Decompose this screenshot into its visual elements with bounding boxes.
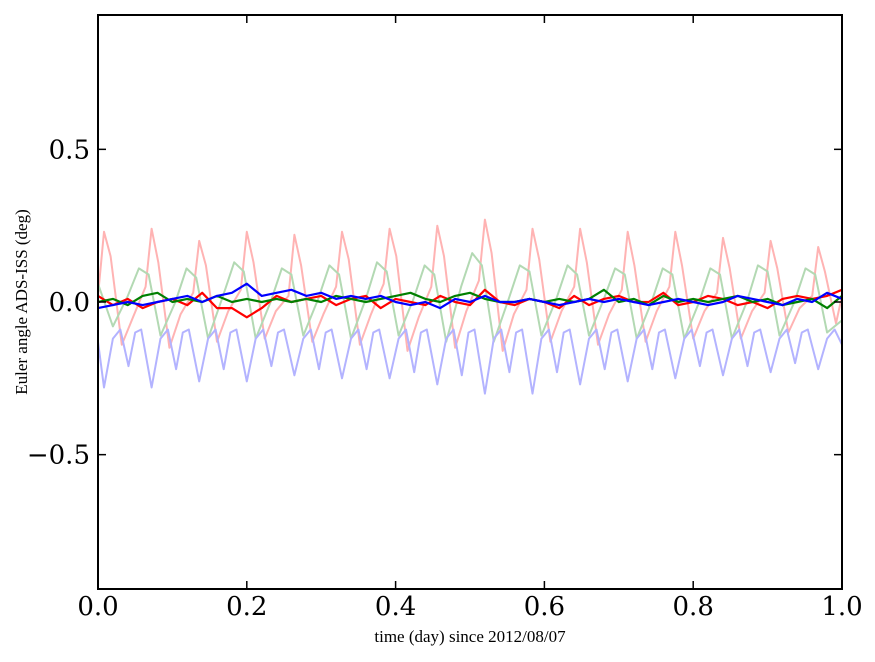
x-tick-label: 0.0 — [77, 592, 118, 622]
series-line-4 — [97, 288, 843, 310]
series-line-1 — [97, 252, 843, 343]
y-axis-label: Euler angle ADS-ISS (deg) — [12, 209, 31, 395]
series-line-3 — [97, 288, 843, 319]
x-tick-label: 0.6 — [524, 592, 565, 622]
y-tick-label: 0.5 — [49, 135, 90, 165]
x-tick-label: 0.8 — [673, 592, 714, 622]
x-axis-label: time (day) since 2012/08/07 — [374, 627, 566, 646]
y-tick-label: −0.5 — [27, 441, 90, 471]
series-layer — [97, 218, 843, 395]
x-tick-label: 0.4 — [375, 592, 416, 622]
x-tick-label: 1.0 — [821, 592, 862, 622]
x-tick-label: 0.2 — [226, 592, 267, 622]
series-line-0 — [97, 218, 843, 352]
series-line-5 — [97, 282, 843, 310]
ticks-layer: 0.0 0.2 0.4 0.6 0.8 1.0 −0.5 0.0 0.5 — [27, 15, 863, 622]
series-line-2 — [97, 328, 843, 395]
y-tick-label: 0.0 — [49, 288, 90, 318]
